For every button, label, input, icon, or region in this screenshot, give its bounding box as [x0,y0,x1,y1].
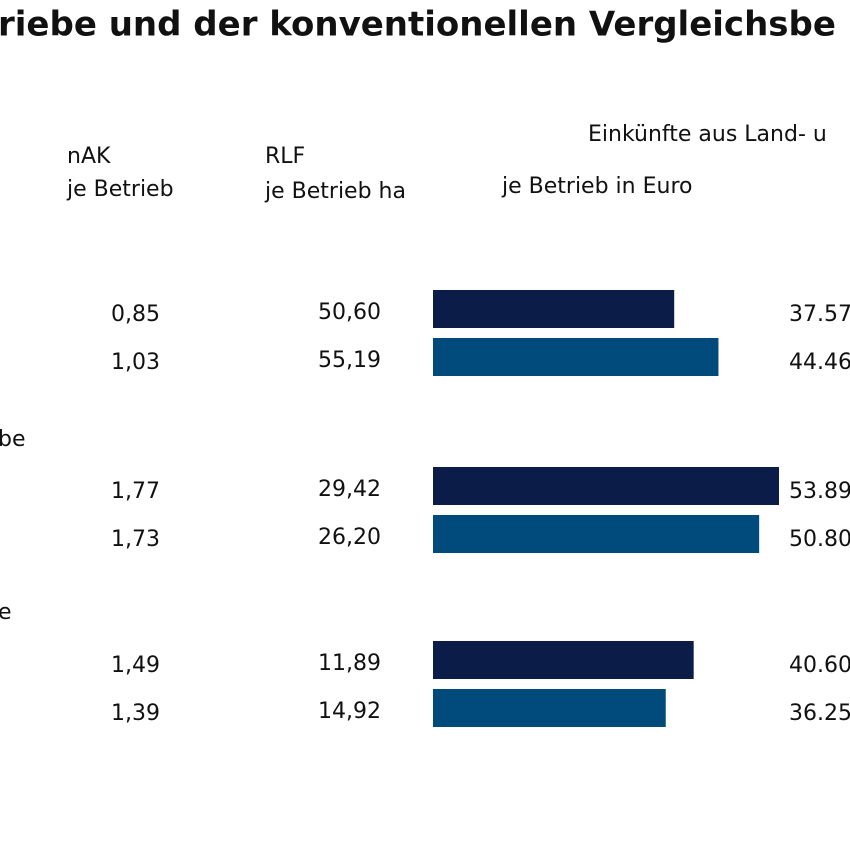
header: Einkünfte aus Land- u [588,122,827,147]
bar [433,338,719,376]
value-label: 53.89 [789,479,850,504]
nak-value: 0,85 [111,302,160,327]
header: RLF [265,144,305,169]
nak-value: 1,77 [111,479,160,504]
value-label: 37.57 [789,302,850,327]
nak-value: 1,39 [111,701,160,726]
bar [433,290,675,328]
rlf-value: 26,20 [318,525,381,550]
header: je Betrieb ha [264,179,406,204]
bar [433,641,694,679]
bar [433,515,760,553]
group-label: be [0,427,26,452]
header: je Betrieb [66,177,174,202]
nak-value: 1,73 [111,527,160,552]
value-label: 40.60 [789,653,850,678]
rlf-value: 14,92 [318,699,381,724]
nak-value: 1,03 [111,350,160,375]
value-label: 50.80 [789,527,850,552]
bar [433,467,779,505]
rlf-value: 50,60 [318,300,381,325]
header: je Betrieb in Euro [501,174,692,199]
nak-value: 1,49 [111,653,160,678]
rlf-value: 11,89 [318,651,381,676]
value-label: 44.46 [789,350,850,375]
value-label: 36.25 [789,701,850,726]
header: nAK [67,144,111,169]
rlf-value: 55,19 [318,348,381,373]
group-label: e [0,600,12,625]
rlf-value: 29,42 [318,477,381,502]
title: riebe und der konventionellen Vergleichs… [0,5,836,45]
bar [433,689,666,727]
